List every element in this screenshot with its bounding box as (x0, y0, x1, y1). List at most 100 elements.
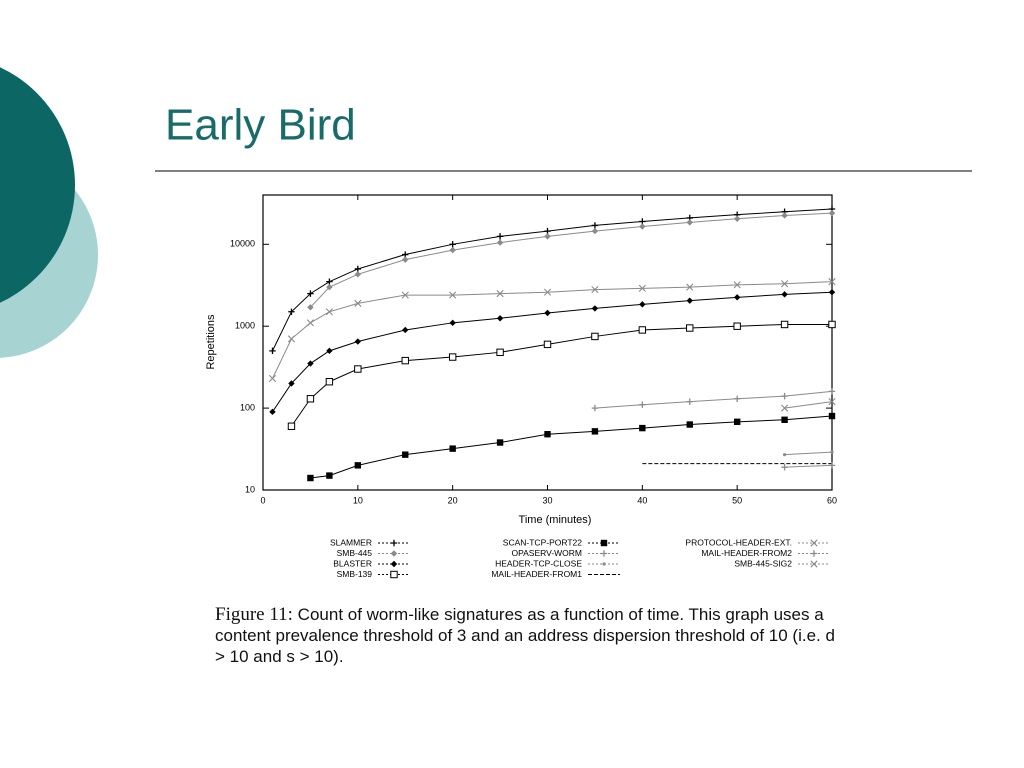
data-point (288, 380, 295, 387)
data-point (686, 324, 694, 332)
data-point (544, 431, 551, 438)
data-point (828, 320, 836, 329)
data-point (402, 326, 409, 334)
data-point (390, 550, 398, 557)
data-point (268, 374, 277, 383)
data-point (326, 278, 333, 285)
data-point (591, 332, 599, 341)
y-tick-label: 10 (245, 484, 255, 494)
series-line (594, 390, 833, 409)
data-point (496, 233, 504, 240)
data-point (733, 395, 741, 402)
data-point (390, 539, 398, 547)
legend-label: SLAMMER (330, 537, 372, 547)
data-point (591, 285, 599, 294)
data-point (288, 308, 295, 315)
data-point (782, 453, 787, 457)
data-point (639, 424, 646, 432)
data-point (591, 404, 599, 412)
data-point (449, 246, 456, 254)
data-point (269, 408, 276, 416)
x-axis-label: Time (minutes) (519, 514, 592, 526)
data-point (733, 294, 741, 301)
y-tick-label: 1000 (235, 321, 255, 331)
data-point (686, 297, 693, 304)
data-point (591, 227, 599, 235)
data-point (354, 299, 362, 307)
data-point (733, 281, 741, 289)
data-point (269, 347, 276, 355)
data-point (639, 223, 646, 230)
data-point (639, 301, 646, 308)
data-point (733, 418, 741, 426)
data-point (543, 288, 552, 296)
data-point (496, 315, 504, 322)
data-point (591, 222, 599, 229)
data-point (639, 401, 646, 408)
chart: Time (minutes) Repetitions 0 10 20 30 40 50 60… (205, 194, 837, 579)
data-point (496, 439, 504, 446)
data-point (828, 289, 836, 296)
data-point (686, 283, 694, 291)
data-point (449, 241, 456, 248)
deco-circle-dark (0, 67, 75, 303)
slide-title: Early Bird (165, 101, 356, 150)
data-point (828, 278, 836, 286)
data-point (828, 388, 836, 395)
series-line (310, 415, 833, 479)
data-point (496, 239, 504, 246)
data-point (401, 356, 409, 365)
series-line (784, 464, 833, 468)
legend-label: PROTOCOL-HEADER-EXT. (685, 537, 792, 547)
series-line (291, 323, 832, 427)
data-point (810, 560, 818, 568)
series-line (272, 208, 833, 352)
data-point (638, 326, 647, 334)
data-point (496, 348, 504, 357)
legend-label: MAIL-HEADER-FROM2 (701, 548, 792, 558)
data-point (354, 271, 362, 278)
series-line (784, 401, 833, 409)
data-point (326, 347, 333, 355)
legend-label: SCAN-TCP-PORT22 (503, 537, 582, 547)
data-point (354, 265, 362, 273)
data-point (449, 291, 457, 299)
data-point (326, 472, 333, 479)
data-point (781, 416, 788, 423)
data-point (733, 322, 741, 330)
data-point (781, 212, 788, 219)
legend-label: BLASTER (333, 558, 372, 568)
data-point (810, 550, 818, 557)
data-point (781, 291, 788, 298)
data-point (544, 309, 551, 317)
data-point (591, 428, 599, 435)
legend-label: SMB-445 (337, 548, 373, 558)
data-point (810, 539, 818, 547)
data-point (307, 304, 314, 311)
x-tick-label: 0 (260, 495, 265, 505)
legend-label: OPASERV-WORM (511, 548, 582, 558)
data-point (780, 280, 789, 288)
data-point (448, 353, 457, 361)
data-point (780, 320, 789, 329)
data-point (591, 305, 599, 312)
data-point (390, 570, 398, 579)
data-point (402, 256, 409, 263)
series-line (310, 212, 833, 308)
data-point (780, 404, 789, 412)
x-tick-label: 10 (353, 495, 363, 505)
data-point (828, 412, 836, 420)
data-point (401, 291, 409, 299)
data-point (287, 335, 296, 343)
x-tick-label: 30 (542, 495, 552, 505)
series-line (272, 291, 833, 413)
y-tick-label: 100 (240, 402, 255, 412)
data-point (544, 233, 551, 240)
data-point (390, 560, 398, 568)
data-point (781, 463, 788, 471)
data-point (449, 445, 456, 452)
x-tick-label: 60 (827, 495, 837, 505)
data-point (686, 421, 693, 428)
